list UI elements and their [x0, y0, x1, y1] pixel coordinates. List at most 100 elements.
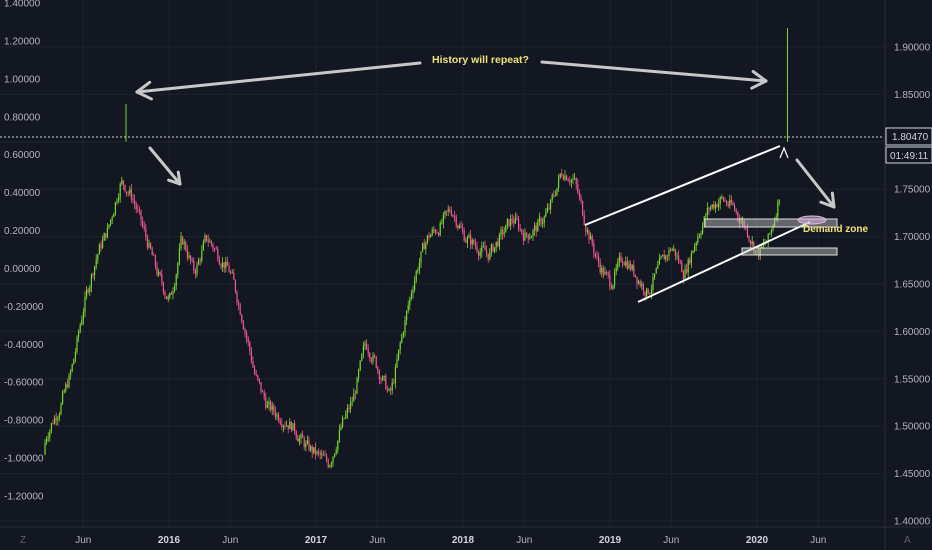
candle-body	[463, 230, 465, 241]
candle-body	[578, 192, 580, 197]
right-axis-tick-label: 1.85000	[894, 90, 931, 101]
candle-body	[135, 204, 137, 210]
candle-body	[750, 240, 752, 245]
candle-body	[311, 446, 313, 453]
annotation-demand-zone: Demand zone	[803, 224, 868, 235]
time-axis-tick-label: Jun	[810, 535, 826, 546]
last-price-label-box	[885, 127, 932, 146]
candle-body	[172, 291, 174, 295]
candle-body	[572, 178, 574, 180]
arrow-head	[751, 70, 768, 83]
candle-body	[385, 375, 387, 390]
candle-body	[751, 241, 753, 245]
candle-body	[314, 447, 316, 454]
candle-body	[310, 446, 312, 450]
countdown-label: 01:49:11	[890, 151, 929, 162]
candle-body	[239, 304, 241, 315]
candle-body	[401, 334, 403, 343]
candle-body	[367, 349, 369, 354]
candle-body	[406, 311, 408, 321]
candle-body	[633, 265, 635, 275]
candle-body	[759, 247, 761, 257]
candle-body	[628, 263, 630, 269]
candle-body	[545, 212, 547, 217]
candle-body	[465, 240, 467, 243]
arrow-line	[795, 158, 836, 209]
candle-body	[402, 332, 404, 335]
candle-body	[742, 220, 744, 223]
candle-body	[122, 180, 124, 185]
candle-body	[113, 213, 115, 218]
candle-body	[473, 240, 475, 244]
candle-body	[735, 209, 737, 212]
candle-body	[494, 247, 496, 252]
candle-body	[313, 447, 315, 453]
candle-body	[602, 268, 604, 275]
candle-body	[439, 223, 441, 236]
candle-body	[583, 215, 585, 225]
candle-body	[615, 267, 617, 272]
arrow-head	[176, 170, 182, 186]
countdown-box	[885, 146, 932, 164]
peak-caret	[779, 146, 789, 159]
time-axis-tick-label: 2020	[746, 535, 769, 546]
candle-body	[438, 233, 440, 236]
candle-body	[146, 236, 148, 248]
left-axis-tick-label: -0.80000	[4, 416, 44, 427]
candle-body	[358, 370, 360, 379]
candle-body	[594, 252, 596, 257]
candle-body	[95, 259, 97, 267]
candle-body	[710, 207, 712, 210]
candle-body	[428, 235, 430, 238]
candle-body	[412, 289, 414, 294]
candle-body	[620, 256, 622, 262]
candle-body	[254, 367, 256, 374]
candle-body	[327, 460, 329, 467]
candle-body	[652, 277, 654, 290]
candle-body	[606, 272, 608, 273]
candle-body	[158, 272, 160, 275]
candle-body	[326, 455, 328, 461]
candle-body	[150, 243, 152, 249]
time-axis-tick-label: Jun	[663, 535, 679, 546]
candle-body	[743, 220, 745, 227]
candle-body	[511, 218, 513, 221]
candle-body	[703, 216, 705, 226]
candle-body	[262, 391, 264, 393]
auto-scale-icon[interactable]: A	[904, 535, 911, 546]
left-axis-tick-label: 0.00000	[4, 264, 41, 275]
candle-body	[700, 233, 702, 236]
candle-body	[76, 337, 78, 352]
candle-body	[162, 282, 164, 293]
demand-zone-upper	[704, 218, 838, 228]
candle-body	[575, 178, 577, 185]
candle-body	[89, 286, 91, 293]
arrow-head	[135, 90, 153, 101]
candle-body	[665, 255, 667, 260]
left-axis-tick-label: 1.20000	[4, 36, 41, 47]
candle-body	[217, 249, 219, 260]
candle-body	[409, 297, 411, 306]
candle-body	[63, 390, 65, 393]
candle-body	[530, 236, 532, 239]
candle-body	[223, 262, 225, 269]
candle-body	[654, 273, 656, 278]
candle-body	[689, 259, 691, 264]
candle-body	[52, 423, 54, 425]
time-axis-ticks: Jun 2016 Jun 2017 Jun 2018 Jun 2019 Jun 2020 Jun	[75, 535, 826, 546]
candle-body	[236, 291, 238, 303]
candle-body	[289, 421, 291, 429]
candle-body	[263, 392, 265, 398]
candle-body	[318, 451, 320, 453]
zoom-icon[interactable]: Z	[20, 535, 26, 546]
candle-body	[50, 423, 52, 431]
candle-body	[118, 197, 120, 201]
candle-body	[775, 216, 777, 220]
candle-body	[231, 272, 233, 274]
candle-body	[738, 217, 740, 224]
candle-body	[540, 217, 542, 224]
candle-body	[346, 408, 348, 414]
candle-body	[434, 229, 436, 233]
candles-layer	[44, 28, 788, 469]
